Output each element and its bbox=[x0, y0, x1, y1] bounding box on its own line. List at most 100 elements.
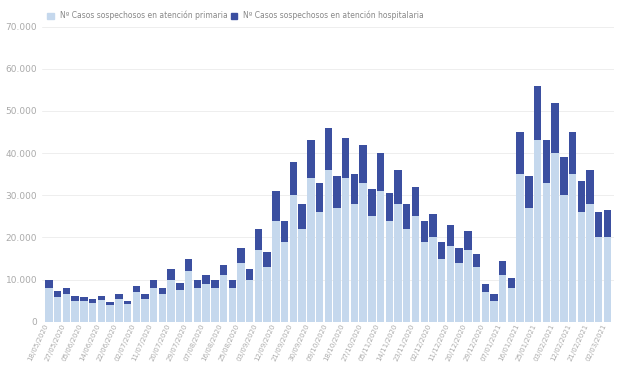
Bar bbox=[115, 294, 123, 298]
Bar bbox=[587, 170, 594, 204]
Bar bbox=[237, 248, 245, 263]
Bar bbox=[150, 288, 157, 322]
Bar bbox=[490, 294, 498, 301]
Bar bbox=[534, 141, 541, 322]
Bar bbox=[98, 300, 105, 322]
Bar bbox=[220, 275, 228, 322]
Bar bbox=[386, 193, 393, 220]
Bar bbox=[107, 305, 114, 322]
Bar bbox=[464, 231, 472, 250]
Bar bbox=[569, 174, 576, 322]
Bar bbox=[542, 183, 550, 322]
Bar bbox=[525, 208, 533, 322]
Bar bbox=[202, 284, 210, 322]
Bar bbox=[438, 259, 445, 322]
Bar bbox=[272, 220, 280, 322]
Bar bbox=[403, 229, 410, 322]
Bar bbox=[482, 292, 489, 322]
Bar bbox=[176, 283, 184, 290]
Bar bbox=[211, 288, 218, 322]
Bar bbox=[368, 189, 376, 216]
Bar bbox=[237, 263, 245, 322]
Bar bbox=[281, 242, 288, 322]
Bar bbox=[264, 267, 271, 322]
Bar bbox=[193, 280, 201, 288]
Bar bbox=[141, 294, 149, 298]
Bar bbox=[604, 210, 611, 237]
Bar bbox=[516, 132, 524, 174]
Bar bbox=[499, 275, 507, 322]
Bar bbox=[307, 141, 314, 178]
Bar bbox=[80, 297, 87, 301]
Bar bbox=[334, 208, 340, 322]
Bar bbox=[71, 301, 79, 322]
Bar bbox=[290, 162, 297, 195]
Bar bbox=[316, 183, 323, 212]
Bar bbox=[98, 296, 105, 300]
Bar bbox=[394, 204, 402, 322]
Bar bbox=[159, 288, 166, 294]
Bar bbox=[508, 277, 515, 288]
Bar bbox=[334, 176, 340, 208]
Bar bbox=[377, 153, 384, 191]
Bar bbox=[167, 269, 175, 280]
Bar bbox=[429, 237, 436, 322]
Bar bbox=[281, 220, 288, 242]
Bar bbox=[516, 174, 524, 322]
Bar bbox=[595, 237, 603, 322]
Bar bbox=[63, 294, 70, 322]
Bar bbox=[89, 303, 96, 322]
Bar bbox=[45, 288, 53, 322]
Bar bbox=[377, 191, 384, 322]
Bar bbox=[255, 229, 262, 250]
Bar bbox=[578, 212, 585, 322]
Bar bbox=[560, 195, 567, 322]
Bar bbox=[525, 176, 533, 208]
Bar bbox=[89, 300, 96, 303]
Bar bbox=[542, 141, 550, 183]
Bar bbox=[255, 250, 262, 322]
Bar bbox=[351, 174, 358, 204]
Bar bbox=[604, 237, 611, 322]
Bar bbox=[150, 280, 157, 288]
Bar bbox=[324, 128, 332, 170]
Bar bbox=[54, 297, 61, 322]
Bar bbox=[307, 178, 314, 322]
Bar bbox=[185, 271, 192, 322]
Bar bbox=[342, 178, 350, 322]
Bar bbox=[246, 269, 254, 280]
Bar bbox=[360, 145, 367, 183]
Bar bbox=[133, 286, 140, 292]
Bar bbox=[229, 288, 236, 322]
Bar bbox=[290, 195, 297, 322]
Bar bbox=[499, 261, 507, 275]
Bar bbox=[115, 298, 123, 322]
Bar bbox=[45, 280, 53, 288]
Bar bbox=[351, 204, 358, 322]
Bar bbox=[412, 216, 419, 322]
Bar bbox=[464, 250, 472, 322]
Bar bbox=[185, 259, 192, 271]
Bar bbox=[141, 298, 149, 322]
Bar bbox=[551, 153, 559, 322]
Bar bbox=[560, 158, 567, 195]
Bar bbox=[403, 204, 410, 229]
Bar bbox=[124, 301, 131, 304]
Bar bbox=[298, 229, 306, 322]
Bar bbox=[246, 280, 254, 322]
Bar bbox=[133, 292, 140, 322]
Bar bbox=[316, 212, 323, 322]
Bar bbox=[324, 170, 332, 322]
Bar bbox=[456, 248, 463, 263]
Bar bbox=[420, 242, 428, 322]
Bar bbox=[394, 170, 402, 204]
Bar bbox=[473, 254, 480, 267]
Bar bbox=[360, 183, 367, 322]
Legend: Nº Casos sospechosos en atención primaria, Nº Casos sospechosos en atención hosp: Nº Casos sospechosos en atención primari… bbox=[46, 9, 426, 22]
Bar bbox=[569, 132, 576, 174]
Bar bbox=[438, 242, 445, 259]
Bar bbox=[298, 204, 306, 229]
Bar bbox=[107, 302, 114, 305]
Bar bbox=[595, 212, 603, 237]
Bar bbox=[220, 265, 228, 275]
